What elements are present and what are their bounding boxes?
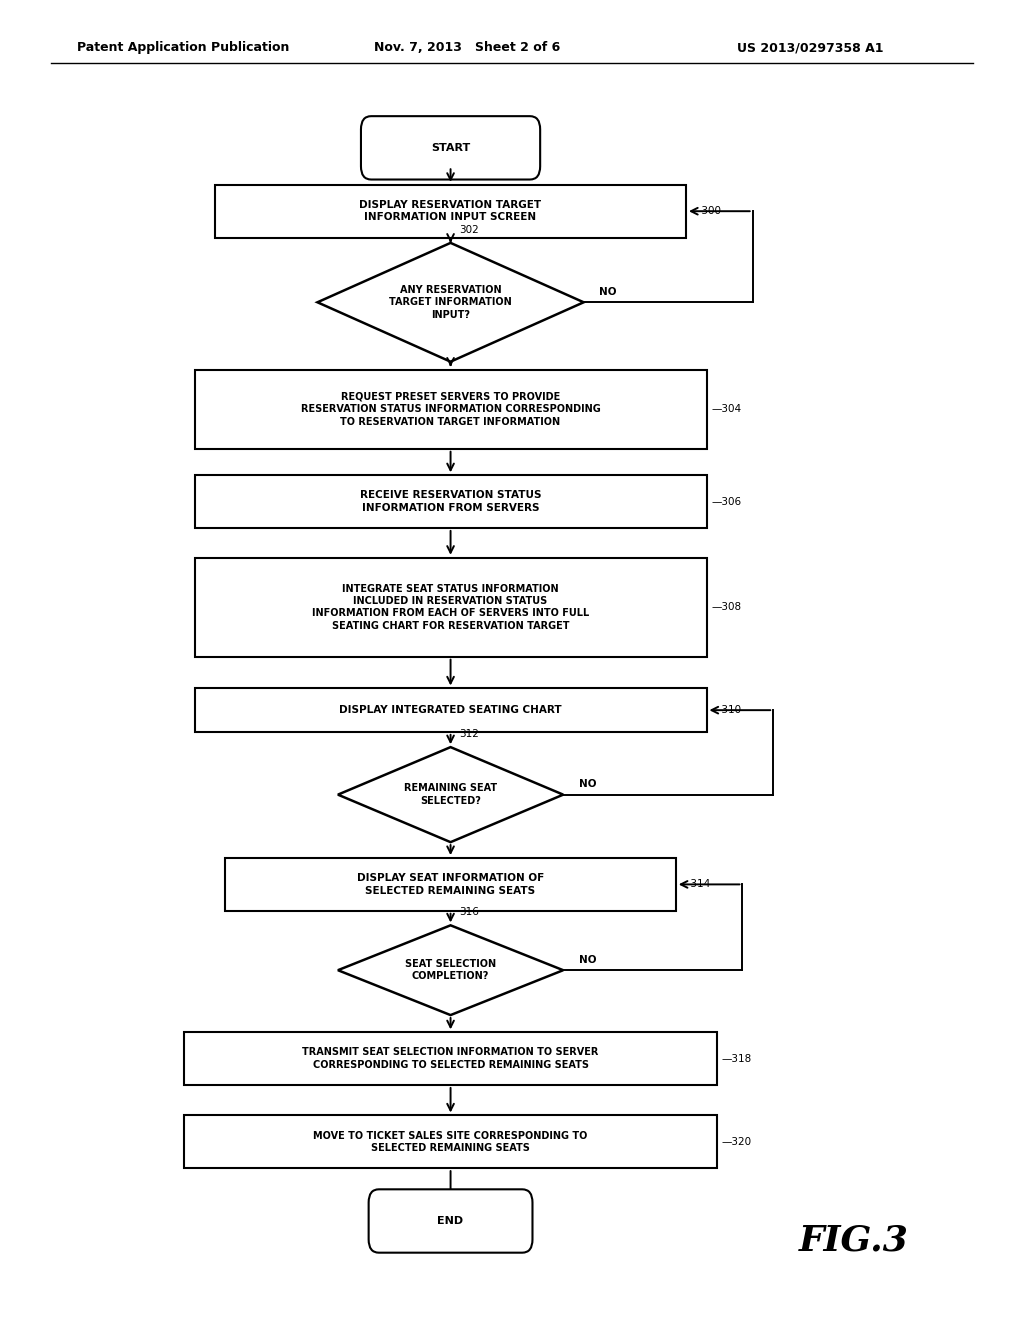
FancyBboxPatch shape — [360, 116, 541, 180]
Text: —306: —306 — [712, 496, 741, 507]
Bar — [225, 858, 676, 911]
Text: —314: —314 — [681, 879, 712, 890]
Text: DISPLAY INTEGRATED SEATING CHART: DISPLAY INTEGRATED SEATING CHART — [339, 705, 562, 715]
Text: MOVE TO TICKET SALES SITE CORRESPONDING TO
SELECTED REMAINING SEATS: MOVE TO TICKET SALES SITE CORRESPONDING … — [313, 1131, 588, 1152]
FancyBboxPatch shape — [369, 1189, 532, 1253]
Text: FIG.3: FIG.3 — [799, 1224, 908, 1258]
Bar — [195, 475, 707, 528]
Polygon shape — [317, 243, 584, 362]
Text: INTEGRATE SEAT STATUS INFORMATION
INCLUDED IN RESERVATION STATUS
INFORMATION FRO: INTEGRATE SEAT STATUS INFORMATION INCLUD… — [312, 583, 589, 631]
Text: RECEIVE RESERVATION STATUS
INFORMATION FROM SERVERS: RECEIVE RESERVATION STATUS INFORMATION F… — [359, 491, 542, 512]
Bar — [215, 185, 686, 238]
Text: REQUEST PRESET SERVERS TO PROVIDE
RESERVATION STATUS INFORMATION CORRESPONDING
T: REQUEST PRESET SERVERS TO PROVIDE RESERV… — [301, 392, 600, 426]
Text: NO: NO — [579, 954, 596, 965]
Text: —320: —320 — [722, 1137, 752, 1147]
Text: TRANSMIT SEAT SELECTION INFORMATION TO SERVER
CORRESPONDING TO SELECTED REMAININ: TRANSMIT SEAT SELECTION INFORMATION TO S… — [302, 1048, 599, 1069]
Bar — [184, 1115, 717, 1168]
Text: YES: YES — [439, 858, 462, 869]
Text: —300: —300 — [691, 206, 721, 216]
Text: DISPLAY RESERVATION TARGET
INFORMATION INPUT SCREEN: DISPLAY RESERVATION TARGET INFORMATION I… — [359, 201, 542, 222]
Text: NO: NO — [579, 779, 596, 789]
Text: 312: 312 — [459, 729, 478, 739]
Bar — [195, 370, 707, 449]
Text: DISPLAY SEAT INFORMATION OF
SELECTED REMAINING SEATS: DISPLAY SEAT INFORMATION OF SELECTED REM… — [357, 874, 544, 895]
Polygon shape — [338, 925, 563, 1015]
Bar — [195, 688, 707, 731]
Text: YES: YES — [439, 378, 462, 388]
Text: —304: —304 — [712, 404, 741, 414]
Text: START: START — [431, 143, 470, 153]
Text: Patent Application Publication: Patent Application Publication — [77, 41, 289, 54]
Text: 302: 302 — [459, 224, 478, 235]
Text: SEAT SELECTION
COMPLETION?: SEAT SELECTION COMPLETION? — [406, 960, 496, 981]
Polygon shape — [338, 747, 563, 842]
Text: 316: 316 — [459, 907, 478, 917]
Bar — [195, 557, 707, 656]
Text: Nov. 7, 2013   Sheet 2 of 6: Nov. 7, 2013 Sheet 2 of 6 — [374, 41, 560, 54]
Bar — [184, 1032, 717, 1085]
Text: —310: —310 — [712, 705, 741, 715]
Text: ANY RESERVATION
TARGET INFORMATION
INPUT?: ANY RESERVATION TARGET INFORMATION INPUT… — [389, 285, 512, 319]
Text: NO: NO — [599, 286, 616, 297]
Text: END: END — [437, 1216, 464, 1226]
Text: US 2013/0297358 A1: US 2013/0297358 A1 — [737, 41, 884, 54]
Text: YES: YES — [439, 1031, 462, 1041]
Text: —308: —308 — [712, 602, 741, 612]
Text: —318: —318 — [722, 1053, 753, 1064]
Text: REMAINING SEAT
SELECTED?: REMAINING SEAT SELECTED? — [404, 784, 497, 805]
